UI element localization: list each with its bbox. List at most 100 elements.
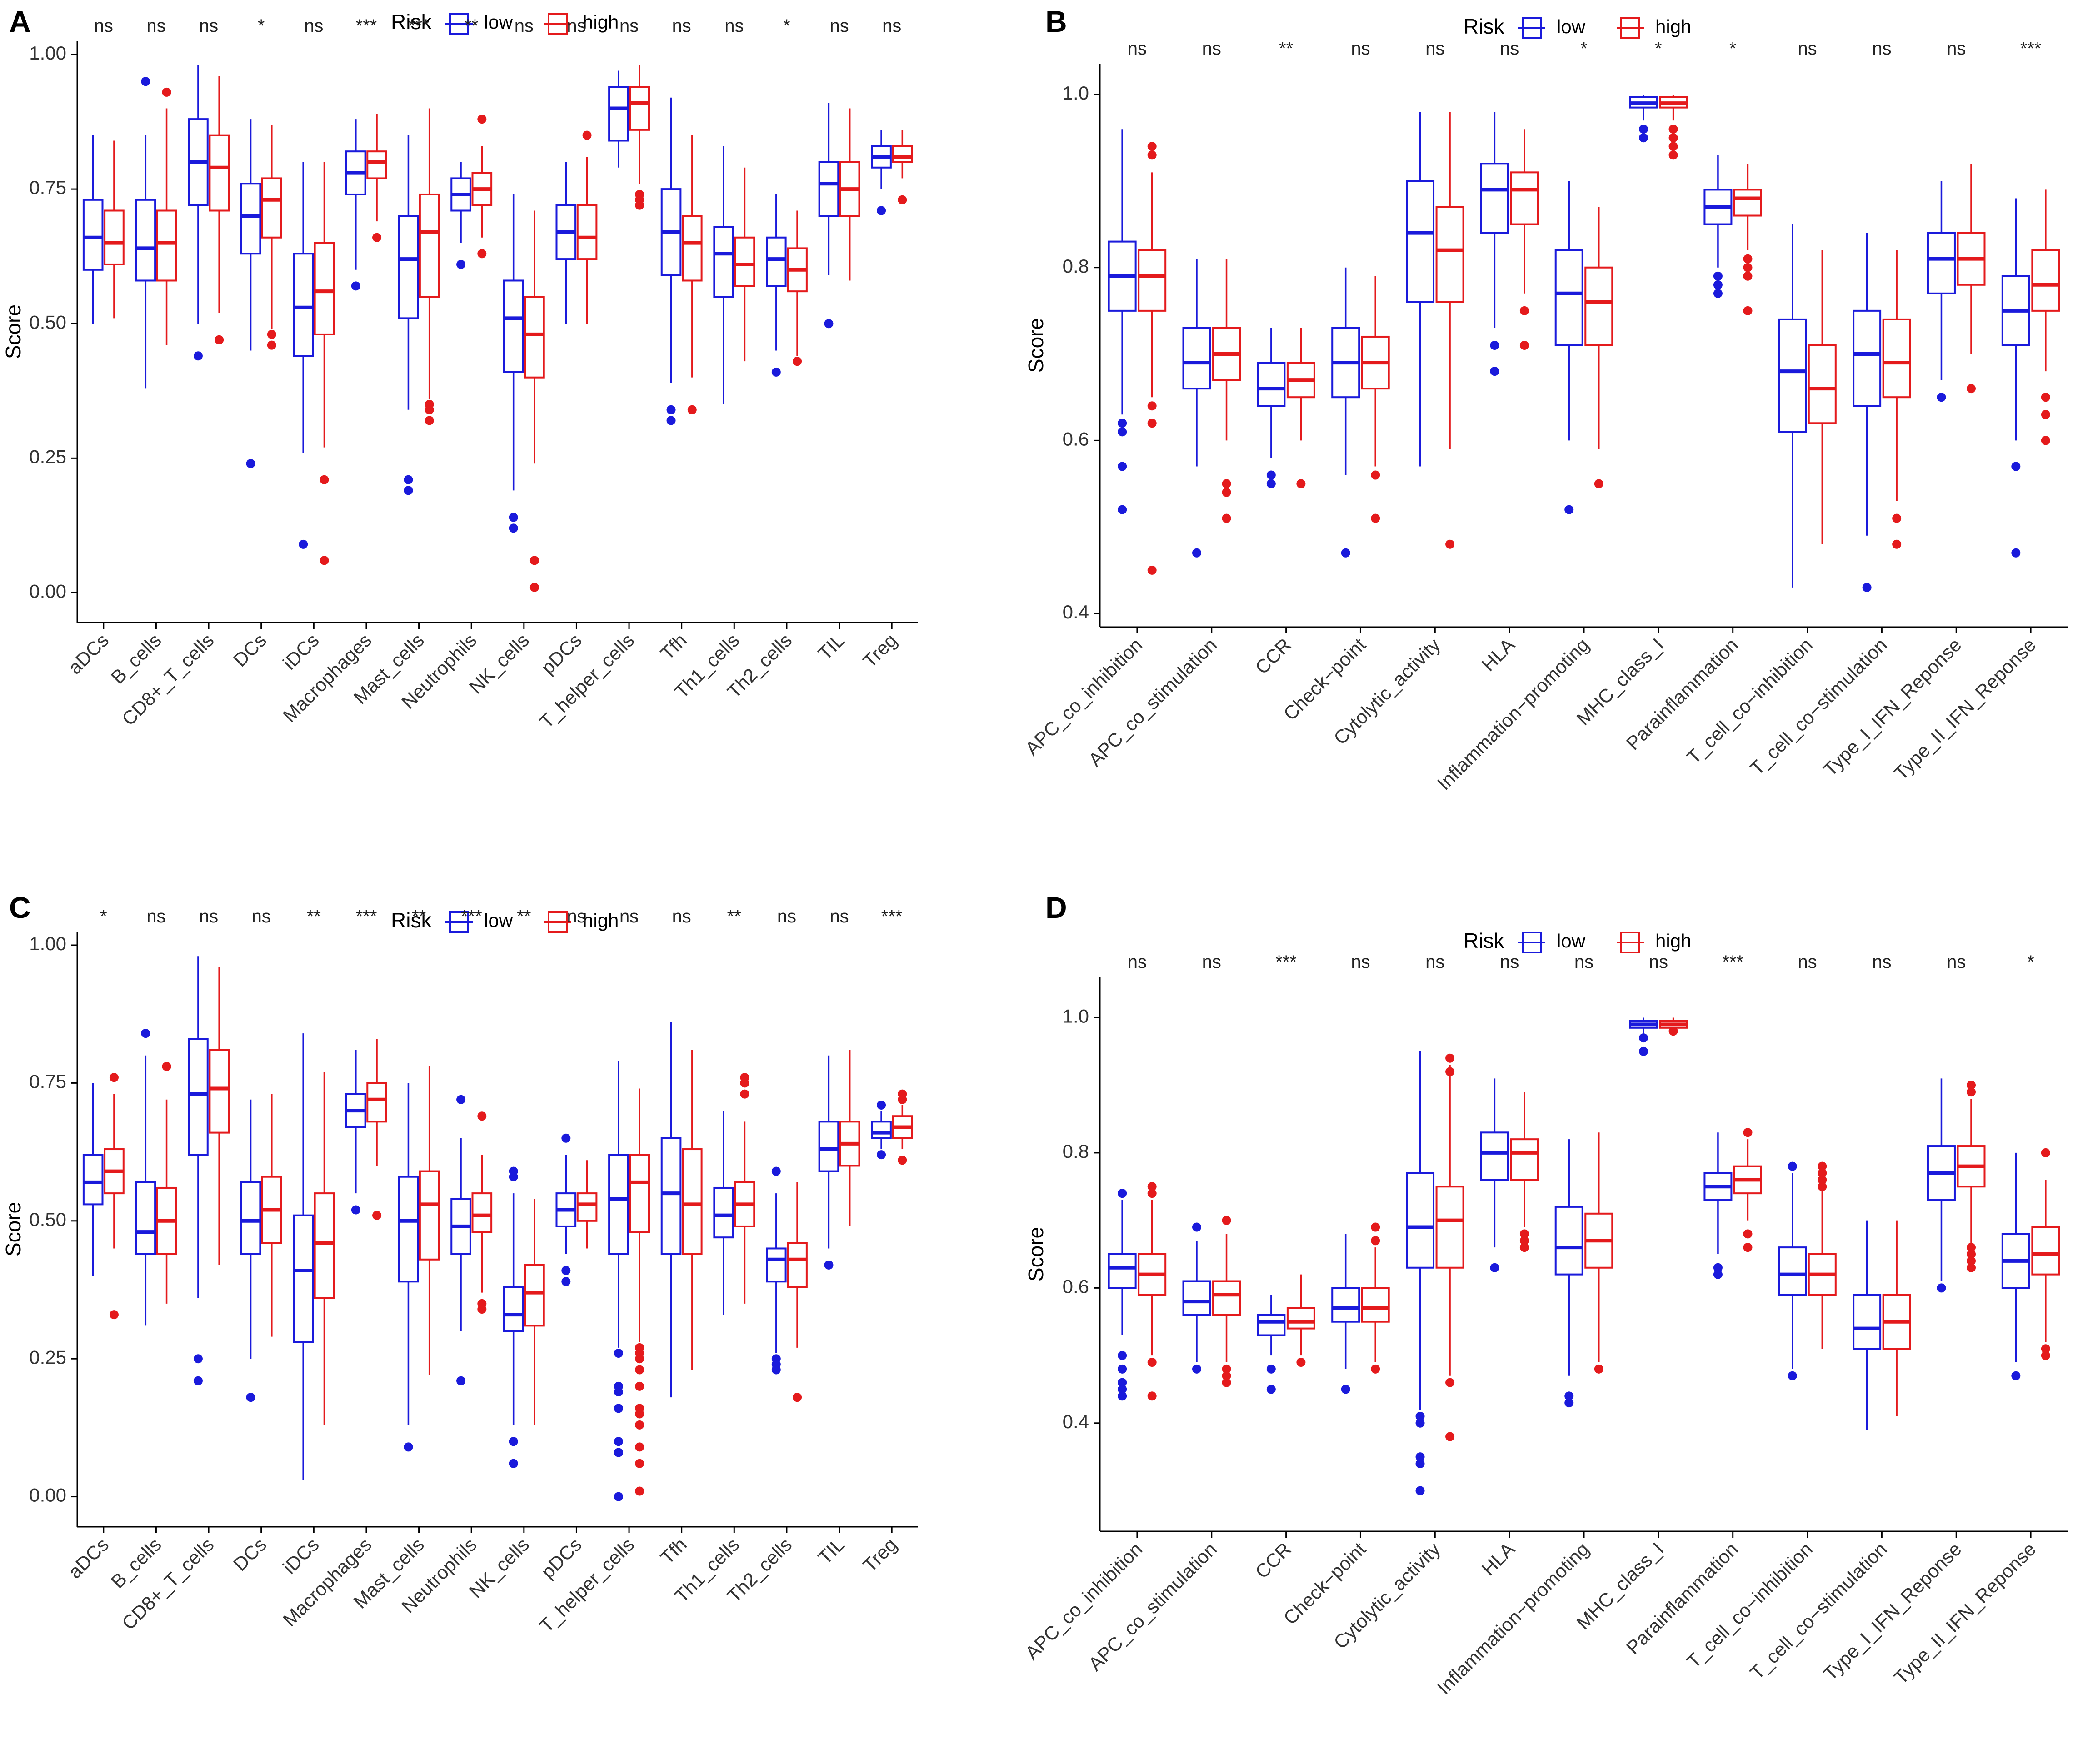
outlier-point bbox=[793, 357, 802, 366]
outlier-point bbox=[1892, 513, 1902, 523]
box-iqr bbox=[314, 242, 335, 335]
y-tick-label: 0.50 bbox=[29, 311, 66, 333]
significance-label: *** bbox=[356, 16, 377, 36]
outlier-point bbox=[477, 115, 487, 124]
box-iqr bbox=[135, 199, 156, 282]
significance-label: ns bbox=[619, 16, 639, 36]
outlier-point bbox=[635, 1365, 644, 1375]
outlier-point bbox=[1743, 1229, 1753, 1239]
outlier-point bbox=[477, 249, 487, 259]
box-high bbox=[839, 108, 860, 281]
box-high bbox=[1510, 129, 1539, 350]
outlier-point bbox=[824, 1260, 834, 1270]
outlier-point bbox=[1118, 1378, 1127, 1387]
outlier-point bbox=[1818, 1182, 1827, 1191]
outlier-point bbox=[635, 200, 644, 210]
box-high bbox=[1138, 142, 1167, 575]
significance-label: * bbox=[1655, 39, 1662, 59]
outlier-point bbox=[1937, 1283, 1946, 1293]
x-tick-label: TIL bbox=[814, 1534, 849, 1568]
box-iqr bbox=[1406, 1172, 1435, 1269]
y-tick-label: 0.25 bbox=[29, 1346, 66, 1368]
box-iqr bbox=[1778, 318, 1807, 433]
x-tick-label: T_cell_co−stimulation bbox=[1746, 634, 1891, 779]
outlier-point bbox=[267, 329, 276, 339]
box-high bbox=[366, 114, 387, 242]
box-low bbox=[766, 194, 787, 377]
significance-label: ns bbox=[252, 907, 271, 927]
x-tick-label: T_cell_co−stimulation bbox=[1746, 1538, 1891, 1684]
box-high bbox=[576, 130, 598, 324]
x-tick-label: HLA bbox=[1478, 634, 1519, 675]
box-low bbox=[398, 135, 419, 495]
box-low bbox=[1331, 1234, 1360, 1394]
y-tick-label: 1.00 bbox=[29, 42, 66, 64]
box-high bbox=[1584, 207, 1613, 488]
significance-label: ns bbox=[199, 907, 218, 927]
significance-label: * bbox=[2027, 952, 2034, 972]
x-tick-label: APC_co_stimulation bbox=[1084, 1538, 1221, 1675]
box-iqr bbox=[1882, 318, 1911, 399]
significance-label: ** bbox=[465, 16, 479, 36]
outlier-point bbox=[1743, 1128, 1753, 1137]
box-iqr bbox=[1733, 189, 1762, 217]
box-iqr bbox=[82, 199, 104, 271]
significance-label: ns bbox=[777, 907, 796, 927]
outlier-point bbox=[2041, 1351, 2050, 1360]
outlier-point bbox=[877, 1150, 886, 1160]
box-iqr bbox=[188, 1038, 209, 1156]
box-low bbox=[135, 1029, 156, 1326]
outlier-point bbox=[1341, 1385, 1350, 1394]
x-tick-label: T_cell_co−inhibition bbox=[1683, 634, 1817, 768]
box-high bbox=[629, 1088, 650, 1496]
box-low bbox=[555, 1133, 577, 1286]
outlier-point bbox=[635, 1486, 644, 1496]
significance-label: *** bbox=[2020, 39, 2042, 59]
box-iqr bbox=[1853, 309, 1882, 407]
outlier-point bbox=[246, 1393, 255, 1402]
outlier-point bbox=[635, 1442, 644, 1452]
outlier-point bbox=[561, 1277, 571, 1286]
outlier-point bbox=[635, 1420, 644, 1430]
y-tick-label: 0.4 bbox=[1063, 601, 1089, 623]
significance-label: *** bbox=[461, 907, 482, 927]
box-high bbox=[1808, 1161, 1837, 1349]
outlier-point bbox=[1818, 1161, 1827, 1171]
box-iqr bbox=[366, 1082, 387, 1123]
significance-label: ** bbox=[517, 907, 531, 927]
box-iqr bbox=[366, 150, 387, 179]
significance-label: ns bbox=[724, 16, 744, 36]
outlier-point bbox=[372, 233, 382, 242]
box-low bbox=[1778, 224, 1807, 588]
box-low bbox=[818, 103, 839, 329]
x-tick-label: Type_I_IFN_Reponse bbox=[1819, 634, 1965, 780]
box-low bbox=[82, 1083, 104, 1276]
significance-label: * bbox=[100, 907, 107, 927]
box-high bbox=[1957, 164, 1986, 394]
box-iqr bbox=[1853, 1294, 1882, 1350]
significance-label: ** bbox=[727, 907, 741, 927]
legend: Risk low high bbox=[1464, 15, 1691, 39]
box-low bbox=[82, 135, 104, 324]
outlier-point bbox=[1118, 419, 1127, 428]
significance-label: * bbox=[1580, 39, 1588, 59]
box-iqr bbox=[1554, 249, 1583, 346]
significance-label: ns bbox=[1202, 39, 1221, 59]
box-iqr bbox=[576, 204, 598, 260]
significance-label: ns bbox=[1947, 952, 1966, 972]
legend-title: Risk bbox=[1464, 15, 1504, 38]
box-iqr bbox=[135, 1181, 156, 1255]
x-tick-label: DCs bbox=[229, 629, 270, 671]
significance-label: ns bbox=[1872, 952, 1891, 972]
box-high bbox=[524, 1199, 545, 1425]
outlier-point bbox=[404, 1442, 413, 1452]
y-tick-label: 1.0 bbox=[1063, 1006, 1089, 1027]
box-high bbox=[209, 967, 230, 1265]
significance-label: ns bbox=[1425, 39, 1444, 59]
box-low bbox=[1927, 181, 1956, 402]
outlier-point bbox=[2041, 436, 2050, 445]
outlier-point bbox=[614, 1387, 623, 1397]
x-tick-label: iDCs bbox=[279, 1534, 323, 1578]
outlier-point bbox=[141, 77, 150, 86]
significance-label: *** bbox=[356, 907, 377, 927]
